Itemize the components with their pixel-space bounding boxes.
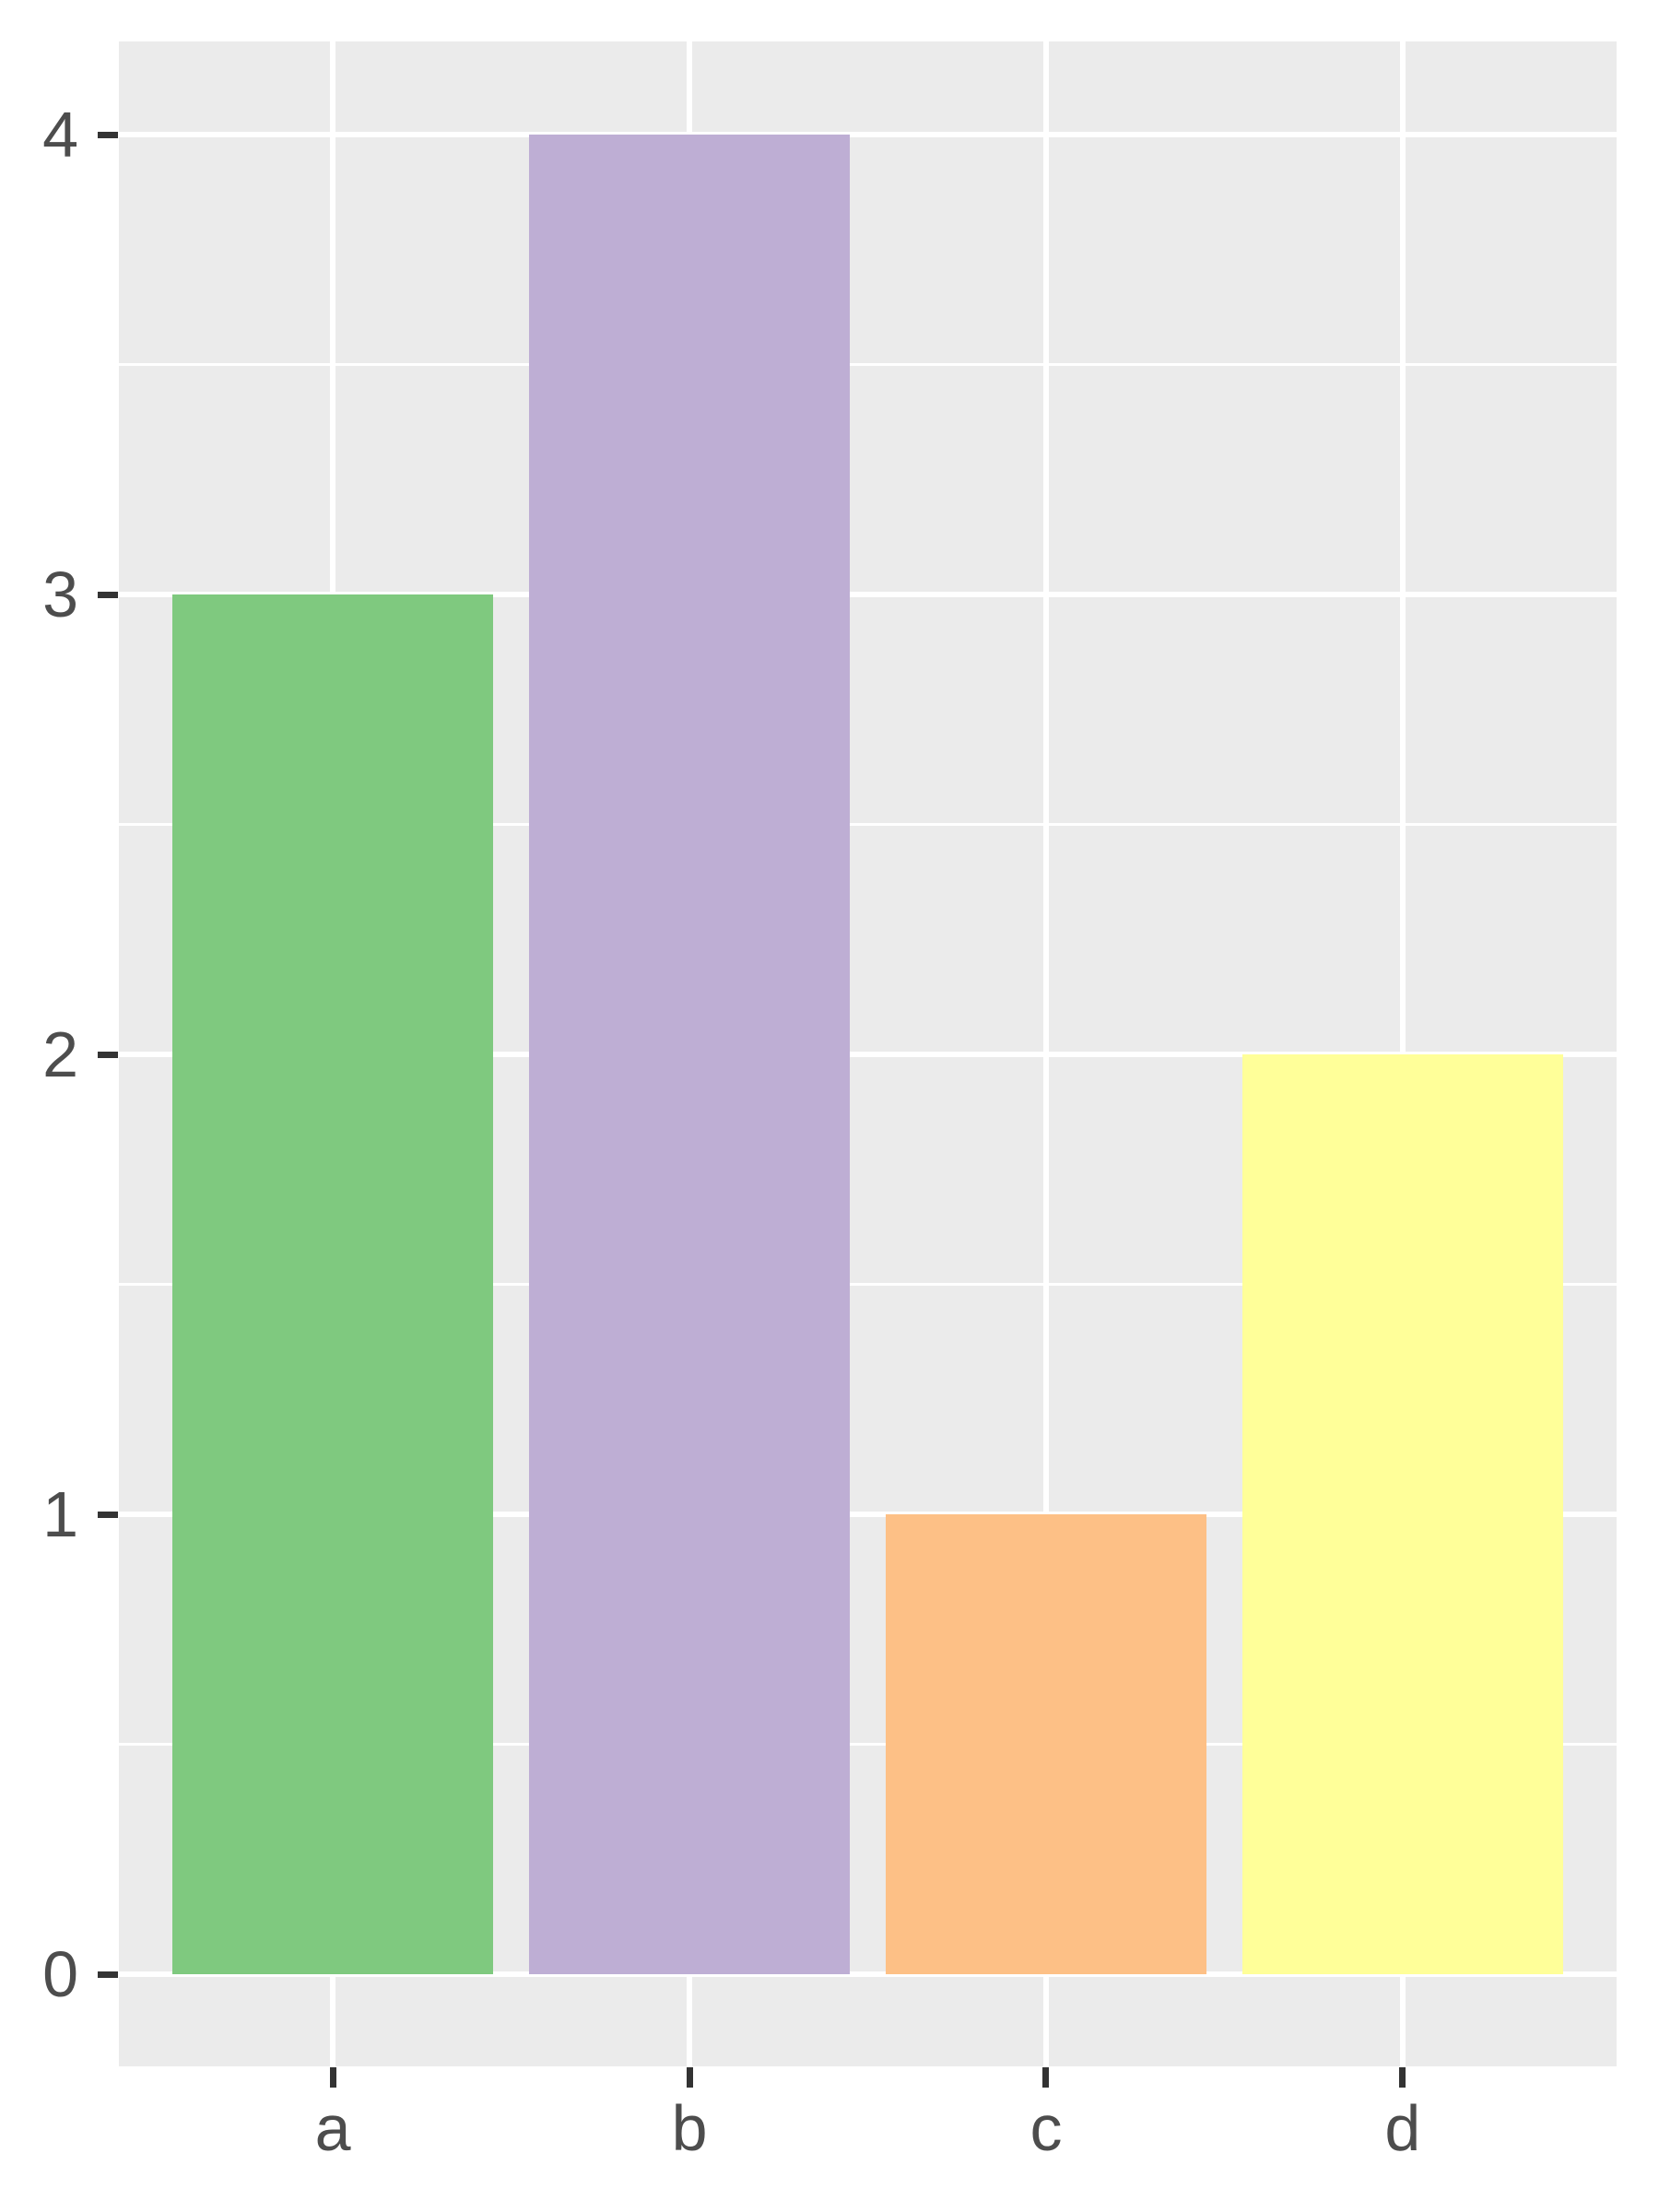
minor-gridline-horizontal bbox=[119, 823, 1617, 826]
minor-gridline-horizontal bbox=[119, 363, 1617, 366]
y-tick-label-3: 3 bbox=[42, 559, 78, 630]
x-axis-tick bbox=[1399, 2067, 1406, 2088]
y-tick-label-2: 2 bbox=[42, 1018, 78, 1090]
major-gridline-horizontal bbox=[119, 1971, 1617, 1977]
bar-d bbox=[1241, 1054, 1563, 1974]
y-axis-tick bbox=[98, 1051, 118, 1058]
major-gridline-horizontal bbox=[119, 1512, 1617, 1517]
x-axis-tick bbox=[329, 2067, 336, 2088]
major-gridline-vertical bbox=[1399, 41, 1406, 2066]
bar-c bbox=[885, 1514, 1207, 1974]
y-axis-tick bbox=[98, 591, 118, 598]
minor-gridline-horizontal bbox=[119, 1283, 1617, 1286]
x-axis-tick bbox=[686, 2067, 693, 2088]
x-tick-label-a: a bbox=[314, 2092, 351, 2164]
major-gridline-horizontal bbox=[119, 1052, 1617, 1057]
y-tick-label-0: 0 bbox=[42, 1938, 78, 2010]
minor-gridline-horizontal bbox=[119, 1743, 1617, 1746]
plot-panel bbox=[119, 41, 1617, 2066]
bar-b bbox=[528, 135, 851, 1974]
y-axis-tick bbox=[98, 131, 118, 138]
x-tick-label-c: c bbox=[1030, 2092, 1063, 2164]
major-gridline-horizontal bbox=[119, 132, 1617, 137]
x-tick-label-d: d bbox=[1384, 2092, 1421, 2164]
y-tick-label-4: 4 bbox=[42, 99, 78, 171]
y-axis-tick bbox=[98, 1511, 118, 1518]
x-axis-tick bbox=[1042, 2067, 1050, 2088]
major-gridline-vertical bbox=[1042, 41, 1049, 2066]
bar-a bbox=[172, 594, 494, 1974]
y-axis-tick bbox=[98, 1971, 118, 1978]
x-tick-label-b: b bbox=[671, 2092, 708, 2164]
y-tick-label-1: 1 bbox=[42, 1478, 78, 1550]
major-gridline-horizontal bbox=[119, 592, 1617, 597]
